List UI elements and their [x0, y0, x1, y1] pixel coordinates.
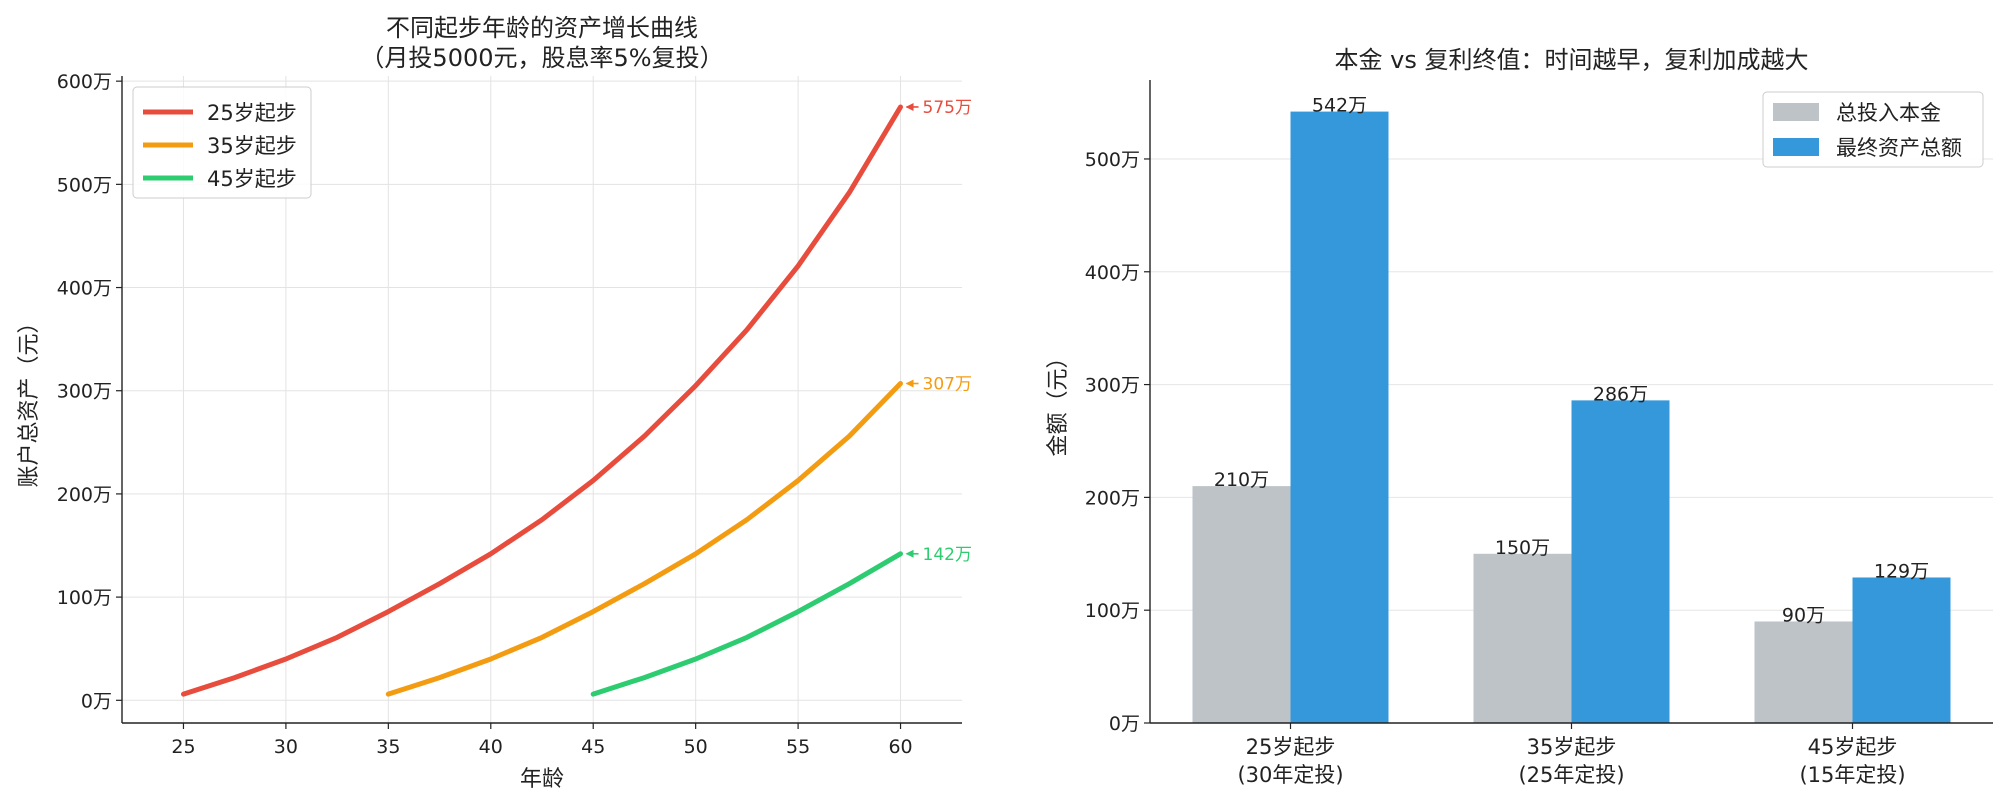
bar-final — [1852, 577, 1951, 723]
legend-label: 35岁起步 — [207, 134, 297, 158]
legend-box — [132, 86, 312, 199]
y-tick-label: 500万 — [1085, 149, 1140, 171]
y-tick-label: 400万 — [57, 278, 112, 300]
y-tick-label: 300万 — [1085, 375, 1140, 397]
end-value-label: 307万 — [923, 375, 972, 395]
y-tick-label: 100万 — [1085, 600, 1140, 622]
bar-value-label: 129万 — [1874, 560, 1929, 582]
bar-value-label: 286万 — [1593, 383, 1648, 405]
bar-principal — [1473, 553, 1572, 723]
bar-value-label: 150万 — [1495, 537, 1550, 559]
y-tick-label: 400万 — [1085, 262, 1140, 284]
x-axis-title: 年龄 — [520, 767, 564, 792]
legend-label: 总投入本金 — [1836, 101, 1941, 125]
y-axis-title: 金额（元） — [1046, 346, 1071, 456]
right-bar-chart: 210万 542万 25岁起步(30年定投) 150万 286万 35岁起步(25年定投)… — [1046, 46, 1993, 787]
x-tick-label: 50 — [684, 736, 708, 758]
series-line-3 — [590, 551, 903, 697]
y-tick-label: 0万 — [81, 690, 112, 712]
y-tick-label: 500万 — [57, 174, 112, 196]
end-arrow-head — [905, 102, 914, 111]
legend-swatch — [1773, 103, 1819, 121]
category-label: 35岁起步(25年定投) — [1518, 735, 1624, 787]
end-value-label: 142万 — [923, 545, 972, 565]
y-tick-label: 600万 — [57, 71, 112, 93]
series-line-1 — [181, 104, 903, 697]
series-line-2 — [385, 381, 903, 697]
x-tick-label: 55 — [786, 736, 810, 758]
end-value-label: 575万 — [923, 98, 972, 118]
y-tick-label: 200万 — [57, 484, 112, 506]
legend-swatch — [1773, 138, 1819, 156]
bar-value-label: 210万 — [1214, 469, 1269, 491]
x-tick-label: 45 — [581, 736, 605, 758]
right-chart-title: 本金 vs 复利终值：时间越早，复利加成越大 — [1335, 46, 1809, 74]
end-arrow-head — [905, 549, 914, 558]
bar-principal — [1192, 486, 1291, 723]
y-tick-label: 0万 — [1109, 713, 1140, 735]
x-tick-label: 35 — [376, 736, 400, 758]
bar-value-label: 90万 — [1782, 604, 1825, 626]
x-tick-label: 40 — [479, 736, 503, 758]
legend-label: 25岁起步 — [207, 101, 297, 125]
bar-final — [1571, 400, 1670, 723]
y-tick-label: 300万 — [57, 381, 112, 403]
bar-value-label: 542万 — [1312, 95, 1367, 117]
legend-label: 最终资产总额 — [1836, 136, 1962, 160]
bar-final — [1290, 111, 1389, 724]
x-tick-label: 30 — [274, 736, 298, 758]
x-tick-label: 60 — [888, 736, 912, 758]
y-tick-label: 100万 — [57, 587, 112, 609]
category-label: 25岁起步(30年定投) — [1237, 735, 1343, 787]
left-chart-title: 不同起步年龄的资产增长曲线（月投5000元，股息率5%复投） — [360, 14, 723, 72]
x-tick-label: 25 — [171, 736, 195, 758]
legend-label: 45岁起步 — [207, 167, 297, 191]
left-line-chart: 25 30 35 40 45 50 55 600万100万200万300万400万500万60… — [17, 14, 972, 792]
end-arrow-head — [905, 379, 914, 388]
y-axis-title: 账户总资产（元） — [17, 311, 42, 487]
y-tick-label: 200万 — [1085, 487, 1140, 509]
category-label: 45岁起步(15年定投) — [1799, 735, 1905, 787]
bar-principal — [1754, 621, 1853, 723]
